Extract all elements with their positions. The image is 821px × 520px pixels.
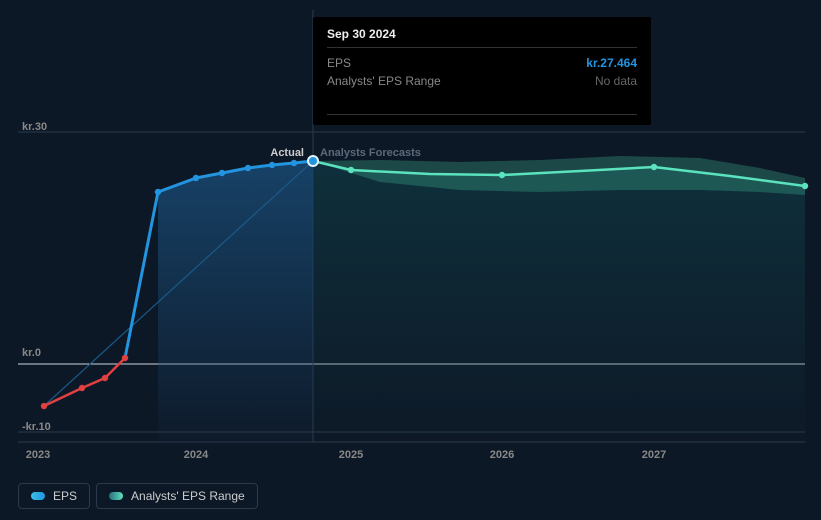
tooltip-range-value: No data xyxy=(595,72,637,90)
legend-label-range: Analysts' EPS Range xyxy=(131,489,245,503)
tooltip-range-label: Analysts' EPS Range xyxy=(327,72,441,90)
legend-label-eps: EPS xyxy=(53,489,77,503)
tooltip-eps-label: EPS xyxy=(327,54,351,72)
eps-chart: kr.30 kr.0 -kr.10 2023 2024 2025 2026 2027 Actua… xyxy=(0,0,821,520)
tooltip-eps-value: kr.27.464 xyxy=(586,54,637,72)
svg-text:-kr.10: -kr.10 xyxy=(22,421,51,433)
svg-text:2025: 2025 xyxy=(339,449,363,461)
svg-text:Actual: Actual xyxy=(270,147,304,159)
svg-text:2027: 2027 xyxy=(642,449,666,461)
legend-item-eps[interactable]: EPS xyxy=(18,483,90,509)
chart-tooltip: Sep 30 2024 EPS kr.27.464 Analysts' EPS … xyxy=(313,17,651,125)
svg-text:kr.30: kr.30 xyxy=(22,121,47,133)
svg-text:2024: 2024 xyxy=(184,449,209,461)
svg-text:Analysts Forecasts: Analysts Forecasts xyxy=(320,147,421,159)
legend-swatch-range xyxy=(109,492,123,500)
chart-legend: EPS Analysts' EPS Range xyxy=(18,483,258,509)
tooltip-divider xyxy=(327,114,637,115)
svg-text:kr.0: kr.0 xyxy=(22,347,41,359)
svg-text:2026: 2026 xyxy=(490,449,514,461)
tooltip-date: Sep 30 2024 xyxy=(327,27,637,48)
legend-item-range[interactable]: Analysts' EPS Range xyxy=(96,483,258,509)
svg-text:2023: 2023 xyxy=(26,449,50,461)
legend-swatch-eps xyxy=(31,492,45,500)
